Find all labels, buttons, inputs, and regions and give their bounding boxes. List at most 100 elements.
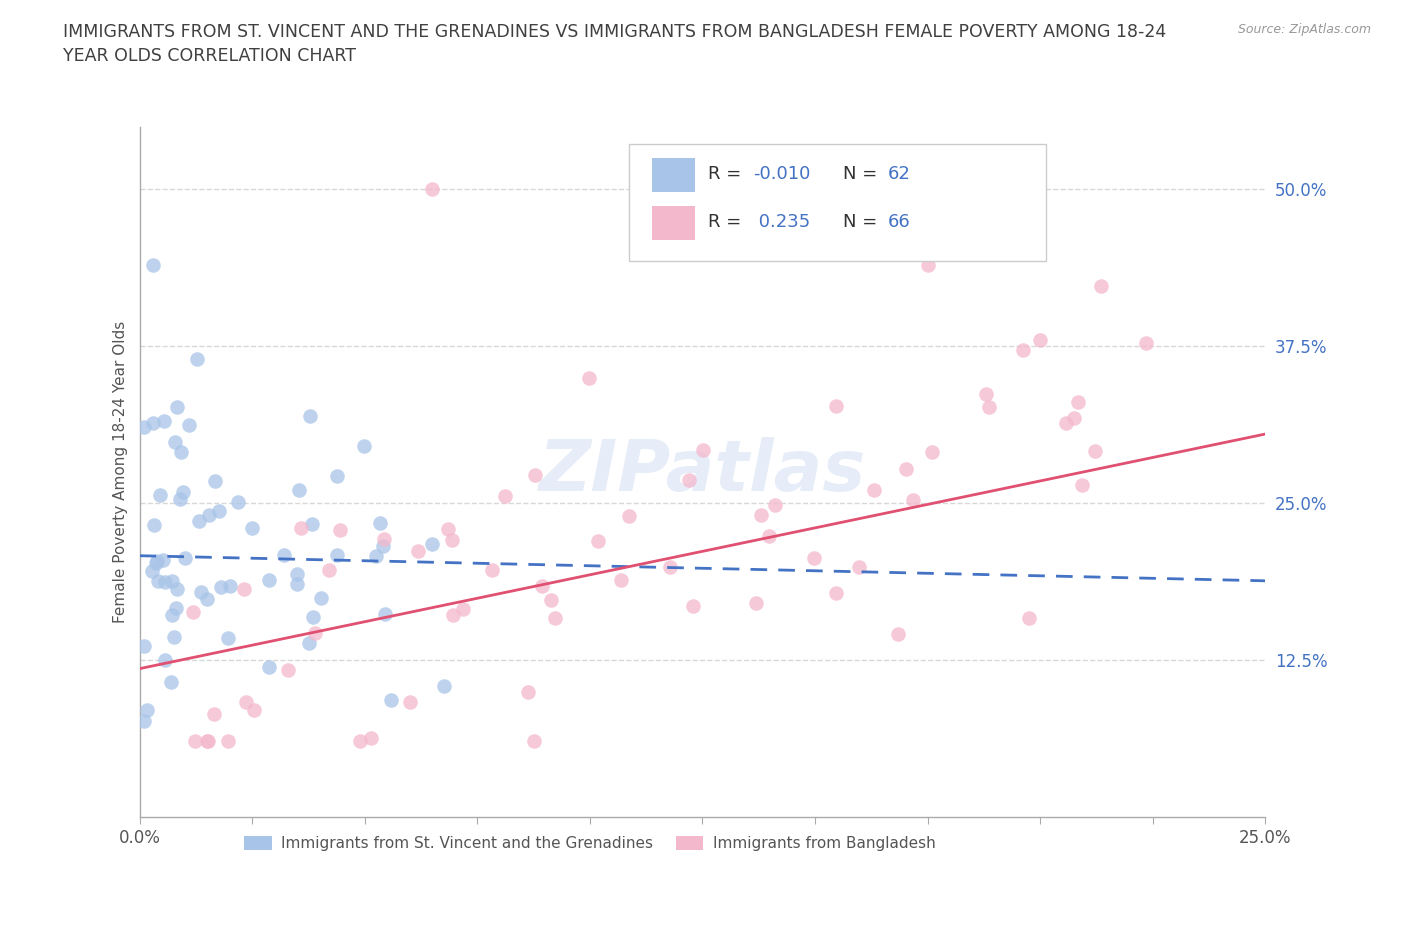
Point xyxy=(1135,336,1157,351)
Point xyxy=(149,488,172,503)
Point xyxy=(824,399,846,414)
Point xyxy=(420,182,443,197)
Point xyxy=(132,638,155,653)
Point xyxy=(325,548,347,563)
Point xyxy=(159,674,181,689)
Point xyxy=(887,627,910,642)
Point xyxy=(219,578,242,593)
Point xyxy=(758,529,780,544)
Point xyxy=(162,630,184,644)
Point xyxy=(349,734,371,749)
Point xyxy=(659,559,682,574)
Point xyxy=(152,552,174,567)
Point xyxy=(217,734,239,749)
Text: ZIPatlas: ZIPatlas xyxy=(538,437,866,506)
Point xyxy=(824,585,846,600)
Point xyxy=(494,488,516,503)
Point xyxy=(298,635,321,650)
Point xyxy=(540,593,562,608)
Point xyxy=(290,521,312,536)
Point xyxy=(163,434,186,449)
Point xyxy=(516,684,538,699)
Point xyxy=(204,473,226,488)
Point xyxy=(371,538,394,553)
Point xyxy=(197,734,219,749)
Point xyxy=(141,564,163,578)
Point xyxy=(285,577,308,591)
Point xyxy=(285,566,308,581)
Point xyxy=(181,604,204,619)
Point xyxy=(153,414,176,429)
Point xyxy=(617,509,640,524)
Point xyxy=(142,258,165,272)
Point xyxy=(578,371,600,386)
Point xyxy=(166,581,188,596)
Point xyxy=(848,560,870,575)
Point xyxy=(153,574,176,589)
Point xyxy=(198,507,221,522)
Text: R =: R = xyxy=(709,165,747,182)
Point xyxy=(544,611,567,626)
Point xyxy=(235,695,257,710)
Point xyxy=(174,551,197,565)
Point xyxy=(217,631,239,645)
Point xyxy=(1029,332,1052,347)
Text: 66: 66 xyxy=(889,213,911,231)
Point xyxy=(1054,415,1077,430)
Point xyxy=(208,504,231,519)
Point xyxy=(380,693,402,708)
Text: R =: R = xyxy=(709,213,747,231)
Point xyxy=(170,445,193,459)
Point xyxy=(523,734,546,749)
Point xyxy=(420,536,443,551)
Point xyxy=(202,707,225,722)
Point xyxy=(233,582,256,597)
Point xyxy=(894,461,917,476)
Point xyxy=(132,713,155,728)
Point xyxy=(160,607,183,622)
Point xyxy=(366,549,388,564)
Point xyxy=(586,533,609,548)
Point xyxy=(277,662,299,677)
Point xyxy=(329,522,352,537)
Bar xyxy=(652,206,695,241)
Point xyxy=(408,543,430,558)
Point xyxy=(441,533,464,548)
Bar xyxy=(652,158,695,193)
Point xyxy=(373,531,395,546)
Point xyxy=(326,469,349,484)
Point xyxy=(273,548,295,563)
Y-axis label: Female Poverty Among 18-24 Year Olds: Female Poverty Among 18-24 Year Olds xyxy=(114,321,128,623)
Point xyxy=(360,730,382,745)
Point xyxy=(179,418,201,432)
Point xyxy=(209,579,232,594)
Point xyxy=(155,653,177,668)
Point xyxy=(749,508,772,523)
Point xyxy=(610,573,633,588)
Point xyxy=(146,574,169,589)
Point xyxy=(1012,342,1035,357)
Text: 62: 62 xyxy=(889,165,911,182)
Point xyxy=(190,584,212,599)
Point xyxy=(226,495,249,510)
Point xyxy=(166,400,188,415)
Point xyxy=(257,573,280,588)
Text: N =: N = xyxy=(844,165,883,182)
Point xyxy=(304,625,326,640)
Point xyxy=(132,419,155,434)
Point xyxy=(1063,411,1085,426)
Point xyxy=(803,551,825,565)
Point xyxy=(136,702,159,717)
Text: -0.010: -0.010 xyxy=(754,165,810,182)
Point xyxy=(195,734,218,749)
Point xyxy=(745,595,768,610)
Point xyxy=(481,563,503,578)
Point xyxy=(398,695,420,710)
Point xyxy=(301,609,323,624)
Point xyxy=(301,517,323,532)
Point xyxy=(1018,611,1040,626)
Point xyxy=(188,514,211,529)
Point xyxy=(1090,278,1112,293)
Point xyxy=(901,493,924,508)
Point xyxy=(240,520,263,535)
